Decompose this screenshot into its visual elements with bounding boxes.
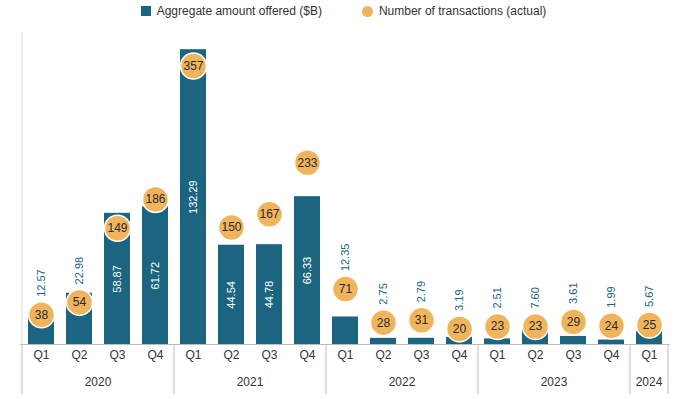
svg-text:Q3: Q3 <box>413 348 429 362</box>
svg-text:2021: 2021 <box>237 375 264 389</box>
svg-text:149: 149 <box>107 221 127 235</box>
svg-text:1.99: 1.99 <box>605 286 617 307</box>
svg-text:Q1: Q1 <box>641 348 657 362</box>
svg-text:31: 31 <box>415 313 429 327</box>
svg-text:3.61: 3.61 <box>567 282 579 303</box>
svg-text:132.29: 132.29 <box>187 180 199 214</box>
svg-text:Q3: Q3 <box>109 348 125 362</box>
svg-text:28: 28 <box>377 316 391 330</box>
svg-text:71: 71 <box>339 282 353 296</box>
svg-text:2022: 2022 <box>389 375 416 389</box>
svg-text:Q1: Q1 <box>337 348 353 362</box>
svg-text:Q4: Q4 <box>451 348 467 362</box>
html-text:Aggregate amount offered ($B): Aggregate amount offered ($B) <box>156 4 322 18</box>
svg-text:54: 54 <box>73 295 87 309</box>
svg-text:2024: 2024 <box>636 375 663 389</box>
svg-text:24: 24 <box>605 319 619 333</box>
svg-text:20: 20 <box>453 322 467 336</box>
svg-text:22.98: 22.98 <box>73 257 85 285</box>
svg-text:23: 23 <box>529 319 543 333</box>
svg-text:2.75: 2.75 <box>377 283 389 304</box>
svg-text:29: 29 <box>567 315 581 329</box>
svg-text:12.35: 12.35 <box>339 244 351 272</box>
svg-text:Q4: Q4 <box>299 348 315 362</box>
svg-text:Q4: Q4 <box>603 348 619 362</box>
svg-text:Q3: Q3 <box>261 348 277 362</box>
svg-text:Q4: Q4 <box>147 348 163 362</box>
svg-text:2.51: 2.51 <box>491 287 503 308</box>
svg-text:150: 150 <box>221 220 241 234</box>
svg-text:25: 25 <box>643 318 657 332</box>
svg-text:233: 233 <box>297 156 317 170</box>
svg-text:12.57: 12.57 <box>35 269 47 297</box>
svg-text:Q2: Q2 <box>71 348 87 362</box>
svg-text:357: 357 <box>183 59 203 73</box>
svg-text:66.33: 66.33 <box>301 257 313 285</box>
svg-text:167: 167 <box>259 207 279 221</box>
svg-text:61.72: 61.72 <box>149 262 161 290</box>
svg-text:Q2: Q2 <box>223 348 239 362</box>
svg-text:2023: 2023 <box>541 375 568 389</box>
svg-text:44.78: 44.78 <box>263 281 275 309</box>
svg-text:2020: 2020 <box>85 375 112 389</box>
svg-text:58.87: 58.87 <box>111 265 123 293</box>
svg-text:Q1: Q1 <box>489 348 505 362</box>
svg-text:7.60: 7.60 <box>529 287 541 308</box>
svg-text:Q2: Q2 <box>527 348 543 362</box>
svg-text:44.54: 44.54 <box>225 281 237 309</box>
svg-text:Q1: Q1 <box>185 348 201 362</box>
svg-text:Q3: Q3 <box>565 348 581 362</box>
svg-text:38: 38 <box>35 308 49 322</box>
svg-text:Q2: Q2 <box>375 348 391 362</box>
svg-text:Q1: Q1 <box>33 348 49 362</box>
svg-text:23: 23 <box>491 319 505 333</box>
svg-text:5.67: 5.67 <box>643 286 655 307</box>
svg-text:3.19: 3.19 <box>453 289 465 310</box>
html-text:Number of transactions (actual: Number of transactions (actual) <box>378 4 547 18</box>
svg-text:2.79: 2.79 <box>415 281 427 302</box>
svg-text:186: 186 <box>145 192 165 206</box>
